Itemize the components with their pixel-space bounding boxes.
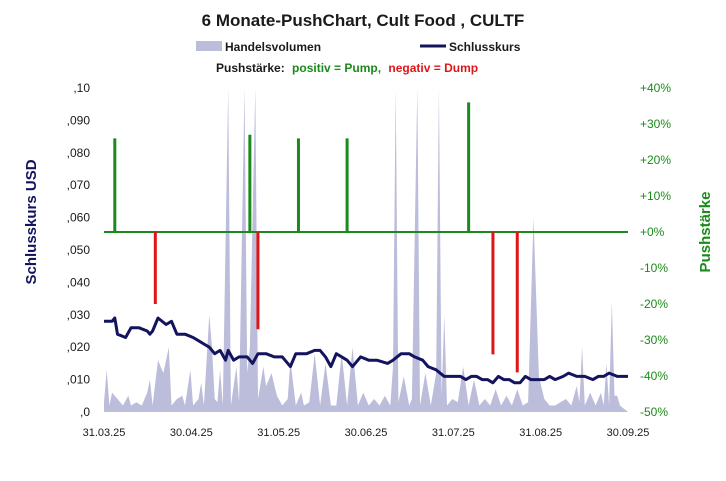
y-tick-right-5: +0% (640, 225, 665, 239)
volume-layer (104, 88, 628, 412)
y-tick-left-4: ,040 (67, 275, 91, 289)
y-tick-right-9: +40% (640, 81, 671, 95)
y-tick-right-7: +20% (640, 153, 671, 167)
x-tick-6: 30.09.25 (607, 427, 650, 439)
x-tick-0: 31.03.25 (83, 427, 126, 439)
push-prefix: Pushstärke: (216, 61, 285, 75)
y-tick-left-6: ,060 (67, 211, 91, 225)
y-tick-left-9: ,090 (67, 113, 91, 127)
y-axis-right-label: Pushstärke (697, 192, 714, 273)
x-tick-4: 31.07.25 (432, 427, 475, 439)
tick-labels-layer: ,0 ,010 ,020 ,030 ,040 ,050 ,060 ,070 ,080 ,090 ,1… (67, 81, 672, 439)
y-tick-right-1: -40% (640, 369, 668, 383)
y-tick-left-1: ,010 (67, 373, 91, 387)
y-tick-left-2: ,020 (67, 340, 91, 354)
legend-volume-swatch (196, 41, 222, 51)
y-tick-left-3: ,030 (67, 308, 91, 322)
y-tick-right-0: -50% (640, 405, 668, 419)
push-bars-layer (113, 102, 519, 373)
y-tick-right-3: -20% (640, 297, 668, 311)
close-price-layer (104, 316, 628, 385)
x-tick-5: 31.08.25 (519, 427, 562, 439)
y-tick-left-7: ,070 (67, 178, 91, 192)
push-positive: positiv = Pump, (292, 61, 381, 75)
y-tick-right-8: +30% (640, 117, 671, 131)
y-tick-left-8: ,080 (67, 146, 91, 160)
x-tick-1: 30.04.25 (170, 427, 213, 439)
legend-volume-label: Handelsvolumen (225, 40, 321, 54)
y-tick-right-4: -10% (640, 261, 668, 275)
y-tick-left-5: ,050 (67, 243, 91, 257)
push-legend: Pushstärke: positiv = Pump, negativ = Du… (216, 61, 478, 75)
chart-title: 6 Monate-PushChart, Cult Food , CULTF (202, 11, 525, 30)
y-tick-left-0: ,0 (80, 405, 90, 419)
x-tick-3: 30.06.25 (345, 427, 388, 439)
y-tick-right-2: -30% (640, 333, 668, 347)
legend-close-label: Schlusskurs (449, 40, 521, 54)
x-tick-2: 31.05.25 (257, 427, 300, 439)
y-tick-right-6: +10% (640, 189, 671, 203)
close-price-line (104, 316, 628, 385)
y-tick-left-10: ,10 (73, 81, 90, 95)
y-axis-left-label: Schlusskurs USD (23, 159, 40, 284)
volume-area (104, 88, 628, 412)
push-negative: negativ = Dump (388, 61, 478, 75)
